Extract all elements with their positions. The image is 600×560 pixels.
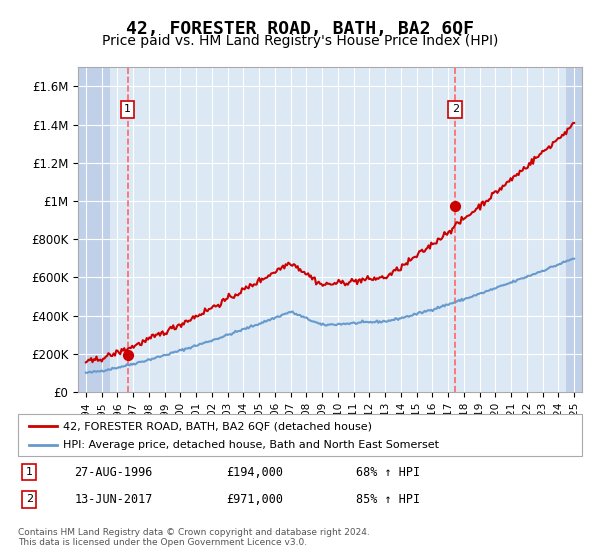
Point bbox=[451, 202, 460, 211]
Text: 13-JUN-2017: 13-JUN-2017 bbox=[74, 493, 153, 506]
Text: 42, FORESTER ROAD, BATH, BA2 6QF: 42, FORESTER ROAD, BATH, BA2 6QF bbox=[126, 20, 474, 38]
Text: 27-AUG-1996: 27-AUG-1996 bbox=[74, 465, 153, 479]
Text: 2: 2 bbox=[452, 104, 459, 114]
Text: 2: 2 bbox=[26, 494, 33, 504]
FancyBboxPatch shape bbox=[18, 414, 582, 456]
Text: £194,000: £194,000 bbox=[227, 465, 284, 479]
Text: Price paid vs. HM Land Registry's House Price Index (HPI): Price paid vs. HM Land Registry's House … bbox=[102, 34, 498, 48]
Text: 1: 1 bbox=[124, 104, 131, 114]
Bar bbox=[78, 67, 110, 392]
Text: 1: 1 bbox=[26, 467, 33, 477]
Text: 68% ↑ HPI: 68% ↑ HPI bbox=[356, 465, 421, 479]
Text: HPI: Average price, detached house, Bath and North East Somerset: HPI: Average price, detached house, Bath… bbox=[63, 440, 439, 450]
Text: £971,000: £971,000 bbox=[227, 493, 284, 506]
Bar bbox=[566, 67, 582, 392]
Text: 42, FORESTER ROAD, BATH, BA2 6QF (detached house): 42, FORESTER ROAD, BATH, BA2 6QF (detach… bbox=[63, 421, 372, 431]
Point bbox=[123, 351, 133, 360]
Text: Contains HM Land Registry data © Crown copyright and database right 2024.
This d: Contains HM Land Registry data © Crown c… bbox=[18, 528, 370, 547]
Text: 85% ↑ HPI: 85% ↑ HPI bbox=[356, 493, 421, 506]
